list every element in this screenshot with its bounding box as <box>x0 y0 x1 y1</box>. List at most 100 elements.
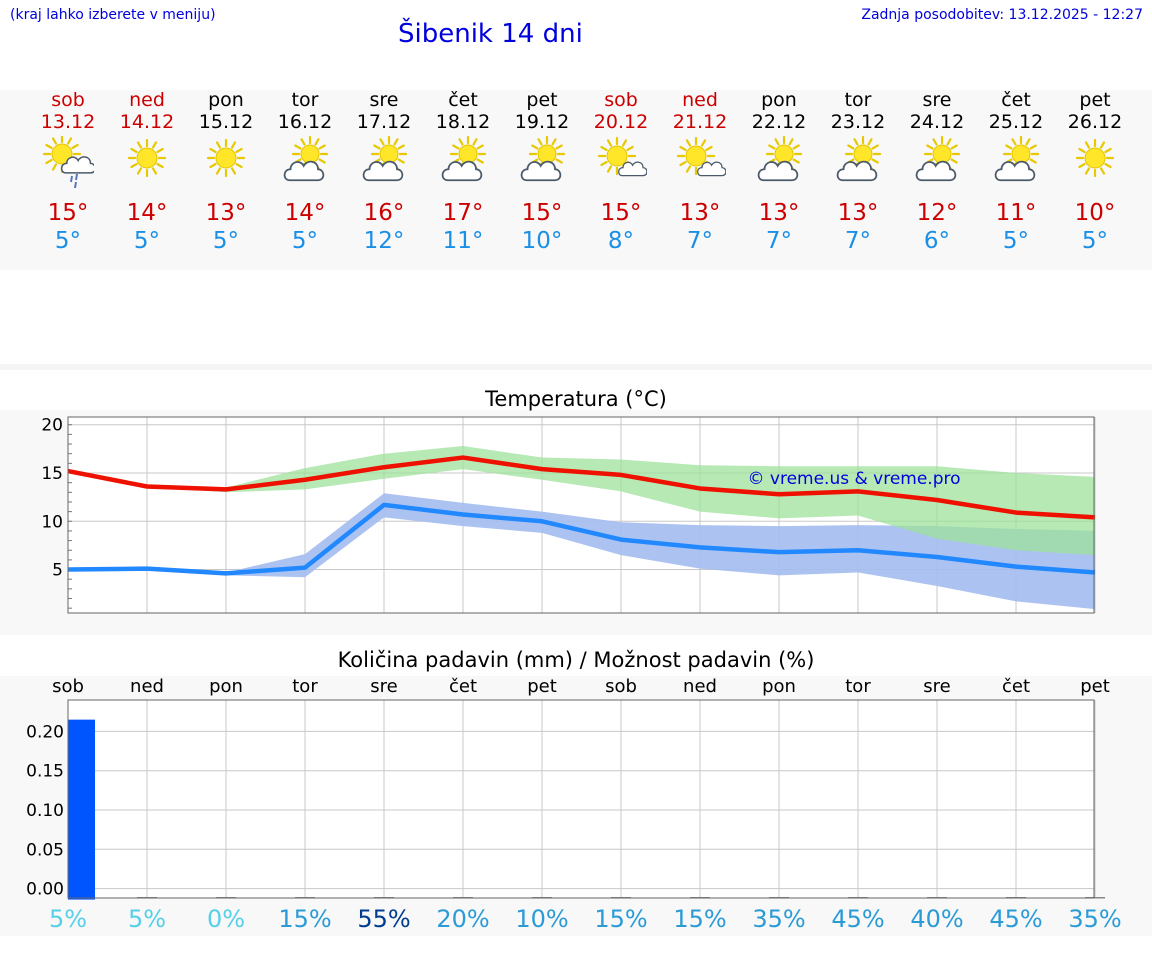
day-name: pet <box>526 89 558 111</box>
menu-hint: (kraj lahko izberete v meniju) <box>10 7 216 23</box>
cloud-sun-icon <box>437 135 489 192</box>
x-category-label: sob <box>52 676 84 697</box>
x-category-label: pet <box>527 676 557 697</box>
max-temp-line <box>67 455 1096 520</box>
x-category-label: tor <box>292 676 318 697</box>
day-name: pet <box>1079 89 1111 111</box>
day-name: sre <box>922 89 952 111</box>
day-name: ned <box>129 89 165 111</box>
plot-frame <box>67 699 1095 899</box>
day-name: pon <box>208 89 244 111</box>
section-divider <box>0 364 1152 370</box>
max-temp: 15° <box>600 200 642 226</box>
cloud-shape <box>836 160 878 182</box>
sun-shape <box>597 136 637 176</box>
precip-probability: 35% <box>752 905 805 933</box>
min-temp-line <box>67 502 1096 576</box>
precip-probability: 55% <box>357 905 410 933</box>
precip-probability: 40% <box>910 905 963 933</box>
max-range-band <box>68 445 1095 556</box>
day-name: ned <box>682 89 718 111</box>
day-name: tor <box>844 89 872 111</box>
sun-small-cloud-icon <box>595 136 648 192</box>
x-category-label: pet <box>1080 676 1110 697</box>
min-temp: 7° <box>686 228 714 254</box>
y-tick-label: 0.10 <box>26 801 64 821</box>
sun-shape <box>1002 135 1040 173</box>
y-tick-label: 0.00 <box>26 880 64 900</box>
day-name: sob <box>604 89 638 111</box>
precip-probability: 5% <box>128 905 166 933</box>
min-temp: 12° <box>363 228 405 254</box>
temperature-chart: 5 10 15 20 © vreme.us & vreme.pro <box>41 416 1096 614</box>
precip-probability: 35% <box>1068 905 1121 933</box>
min-temp: 7° <box>765 228 793 254</box>
day-name: sre <box>369 89 399 111</box>
max-temp: 15° <box>521 200 563 226</box>
y-tick-label: 15 <box>41 464 63 484</box>
day-date: 18.12 <box>435 111 491 133</box>
day-name: čet <box>448 89 478 111</box>
precip-bar <box>1085 897 1105 899</box>
day-date: 26.12 <box>1067 111 1123 133</box>
cloud-shape <box>697 161 727 177</box>
y-tick-label: 10 <box>41 512 63 532</box>
x-category-label: pon <box>762 676 796 697</box>
max-temp: 17° <box>442 200 484 226</box>
cloud-shape <box>757 160 799 182</box>
day-date: 19.12 <box>514 111 570 133</box>
y-tick-label: 0.20 <box>26 722 64 742</box>
cloud-shape <box>283 160 325 182</box>
precipitation-chart: 0.00 0.05 0.10 0.15 0.20 sob ned pon tor sre čet pe… <box>26 676 1122 933</box>
min-temp: 5° <box>291 228 319 254</box>
temperature-chart-title: Temperatura (°C) <box>485 387 667 411</box>
x-category-label: čet <box>449 676 477 697</box>
last-update: Zadnja posodobitev: 13.12.2025 - 12:27 <box>861 7 1143 23</box>
x-category-label: sre <box>370 676 397 697</box>
x-category-label: čet <box>1002 676 1030 697</box>
max-temp: 13° <box>837 200 879 226</box>
page-title: Šibenik 14 dni <box>398 19 583 49</box>
min-temp: 5° <box>1002 228 1030 254</box>
precip-probability: 20% <box>436 905 489 933</box>
min-temp: 5° <box>54 228 82 254</box>
sun-small-cloud-icon <box>674 136 727 192</box>
sun-shape <box>1075 138 1115 178</box>
max-temp: 14° <box>126 200 168 226</box>
x-category-label: tor <box>845 676 871 697</box>
max-temp: 11° <box>995 200 1037 226</box>
y-tick-label: 5 <box>52 561 63 581</box>
min-temp: 11° <box>442 228 484 254</box>
max-temp: 10° <box>1074 200 1116 226</box>
min-temp: 5° <box>133 228 161 254</box>
min-temp: 6° <box>923 228 951 254</box>
precip-probability: 10% <box>515 905 568 933</box>
y-tick-label: 20 <box>41 416 63 436</box>
day-date: 23.12 <box>830 111 886 133</box>
x-category-label: sre <box>923 676 950 697</box>
precip-probability: 5% <box>49 905 87 933</box>
precip-probability: 0% <box>207 905 245 933</box>
day-date: 22.12 <box>751 111 807 133</box>
day-date: 25.12 <box>988 111 1044 133</box>
cloud-sun-icon <box>911 135 963 192</box>
precip-probability: 15% <box>278 905 331 933</box>
sun-icon <box>121 136 173 192</box>
min-temp: 10° <box>521 228 563 254</box>
day-date: 24.12 <box>909 111 965 133</box>
precip-probability: 45% <box>831 905 884 933</box>
precip-probability: 45% <box>989 905 1042 933</box>
precip-chart-title: Količina padavin (mm) / Možnost padavin … <box>337 648 815 672</box>
sun-icon <box>1069 136 1121 192</box>
daily-forecast-strip: sob 13.12 15° 5° ned 14.12 14° 5° pon 15.12 13° 5° t… <box>0 90 1152 270</box>
cloud-sun-icon <box>832 135 884 192</box>
cloud-sun-icon <box>358 135 410 192</box>
cloud-sun-icon <box>279 135 331 192</box>
max-temp: 14° <box>284 200 326 226</box>
sun-cloud-rain-icon <box>42 134 96 192</box>
day-date: 14.12 <box>119 111 175 133</box>
max-temp: 13° <box>205 200 247 226</box>
sun-shape <box>127 138 167 178</box>
day-name: pon <box>761 89 797 111</box>
cloud-sun-icon <box>753 135 805 192</box>
